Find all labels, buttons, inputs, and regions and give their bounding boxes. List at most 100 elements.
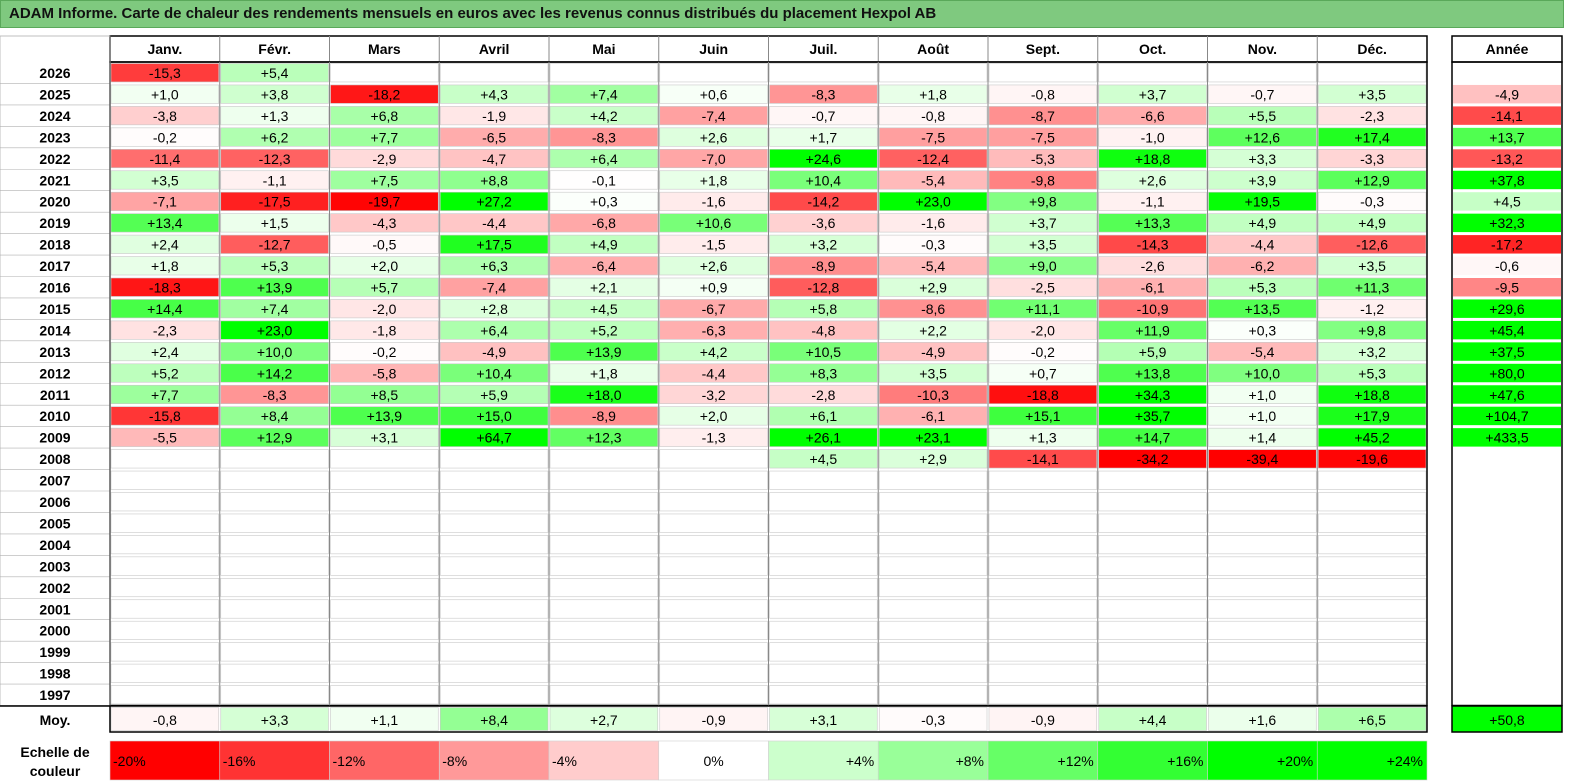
heatmap-cell (1317, 256, 1427, 276)
heatmap-cell (1208, 277, 1317, 297)
cell-value: -18,2 (368, 86, 400, 102)
cell-value: +4,9 (590, 237, 618, 253)
heatmap-cell (878, 342, 988, 362)
heatmap-cell (988, 213, 1098, 233)
heatmap-cell (988, 63, 1098, 83)
cell-value: +7,7 (151, 387, 179, 403)
average-value: +3,1 (810, 712, 838, 728)
annual-cell (1453, 363, 1561, 383)
heatmap-cell (549, 513, 659, 533)
cell-value: -12,4 (917, 151, 949, 167)
heatmap-cell (769, 363, 878, 383)
heatmap-cell (659, 127, 768, 147)
chart-title: ADAM Informe. Carte de chaleur des rende… (9, 5, 937, 22)
heatmap-cell (988, 663, 1098, 683)
year-label: 2008 (39, 451, 70, 467)
scale-tick-label: -8% (442, 753, 467, 769)
average-row-border (109, 705, 1428, 733)
cell-value: -3,6 (811, 215, 835, 231)
annual-cell (1453, 449, 1561, 469)
heatmap-cell (1208, 642, 1317, 662)
heatmap-cell (439, 63, 549, 83)
heatmap-cell (659, 106, 768, 126)
heatmap-cell (1098, 513, 1207, 533)
cell-value: +4,2 (700, 344, 728, 360)
scale-tick-label: 0% (704, 753, 724, 769)
heatmap-cell (439, 106, 549, 126)
cell-value: +1,0 (1249, 408, 1277, 424)
cell-value: +1,7 (810, 129, 838, 145)
heatmap-cell (878, 191, 988, 211)
scale-swatch (877, 740, 989, 781)
heatmap-cell (769, 149, 878, 169)
heatmap-cell (330, 599, 439, 619)
heatmap-cell (659, 191, 768, 211)
cell-value: -0,3 (1360, 194, 1384, 210)
heatmap-cell (1208, 577, 1317, 598)
annual-cell (1453, 578, 1561, 597)
heatmap-cell (220, 685, 329, 705)
heatmap-cell (769, 470, 878, 490)
heatmap-cell (439, 535, 549, 555)
heatmap-cell (1208, 320, 1317, 340)
heatmap-cell (1208, 191, 1317, 211)
heatmap-cell (439, 363, 549, 383)
heatmap-cell (1098, 127, 1207, 147)
heatmap-cell (110, 492, 220, 512)
heatmap-cell (549, 642, 659, 662)
heatmap-cell (1317, 363, 1427, 383)
heatmap-cell (439, 256, 549, 276)
heatmap-cell (1317, 63, 1427, 83)
cell-value: -2,0 (1031, 322, 1055, 338)
cell-value: +5,5 (1249, 108, 1277, 124)
cell-value: -19,7 (368, 194, 400, 210)
heatmap-cell (988, 320, 1098, 340)
cell-value: -0,2 (1031, 344, 1055, 360)
year-label: 2007 (39, 473, 70, 489)
heatmap-cell (769, 84, 878, 104)
heatmap-cell (220, 149, 329, 169)
cell-value: +2,9 (919, 280, 947, 296)
cell-value: +19,5 (1245, 194, 1281, 210)
heatmap-cell (769, 277, 878, 297)
cell-value: -9,8 (1031, 172, 1055, 188)
heatmap-cell (659, 384, 768, 405)
annual-value: +104,7 (1485, 408, 1528, 424)
heatmap-cell (878, 620, 988, 640)
heatmap-cell (439, 427, 549, 447)
cell-value: +5,9 (480, 387, 508, 403)
cell-value: +18,8 (1135, 151, 1171, 167)
heatmap-cell (220, 535, 329, 555)
heatmap-cell (769, 685, 878, 705)
heatmap-cell (878, 384, 988, 405)
heatmap-cell (330, 577, 439, 598)
heatmap-cell (659, 620, 768, 640)
heatmap-cell (878, 556, 988, 576)
average-value: -0,9 (1031, 712, 1055, 728)
cell-value: -2,9 (372, 151, 396, 167)
heatmap-cell (220, 170, 329, 190)
cell-value: -2,6 (1141, 258, 1165, 274)
heatmap-cell (988, 642, 1098, 662)
heatmap-cell (220, 106, 329, 126)
cell-value: +64,7 (476, 430, 512, 446)
heatmap-cell (549, 427, 659, 447)
heatmap-cell (439, 513, 549, 533)
average-value: +6,5 (1358, 712, 1386, 728)
heatmap-cell (878, 106, 988, 126)
heatmap-cell (1317, 84, 1427, 104)
heatmap-cell (878, 63, 988, 83)
cell-value: +18,8 (1354, 387, 1390, 403)
heatmap-cell (1317, 685, 1427, 705)
heatmap-cell (1317, 170, 1427, 190)
heatmap-cell (220, 191, 329, 211)
heatmap-cell (330, 642, 439, 662)
heatmap-cell (110, 170, 220, 190)
cell-value: +2,0 (700, 408, 728, 424)
heatmap-cell (659, 599, 768, 619)
heatmap-cell (330, 449, 439, 469)
annual-cell (1453, 342, 1561, 361)
cell-value: +13,4 (147, 215, 183, 231)
heatmap-cell (659, 513, 768, 533)
average-cell (1317, 707, 1427, 731)
